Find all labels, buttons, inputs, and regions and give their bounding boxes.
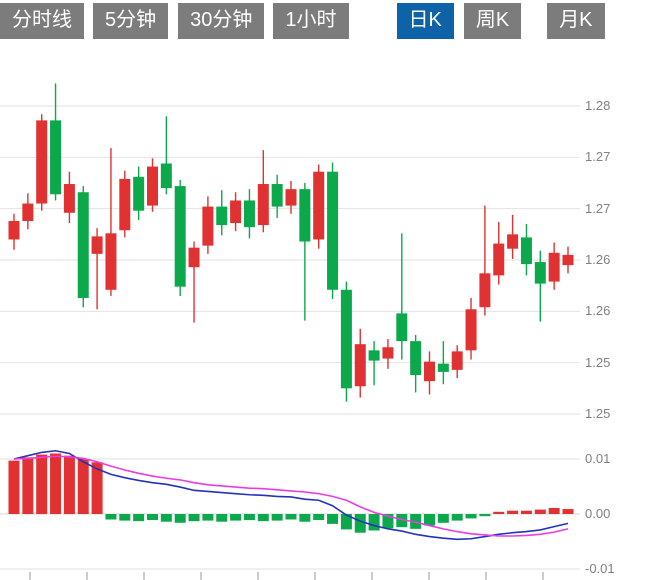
candlestick-chart[interactable] bbox=[0, 45, 649, 442]
tab-1hour[interactable]: 1小时 bbox=[273, 3, 349, 39]
tab-daily-k[interactable]: 日K bbox=[396, 3, 454, 39]
tab-monthly-k[interactable]: 月K bbox=[547, 3, 605, 39]
interval-tabbar: 分时线 5分钟 30分钟 1小时 日K 周K 月K bbox=[0, 3, 605, 39]
macd-indicator-chart[interactable] bbox=[0, 442, 649, 580]
tab-30min[interactable]: 30分钟 bbox=[178, 3, 265, 39]
tab-weekly-k[interactable]: 周K bbox=[463, 3, 522, 39]
tab-5min[interactable]: 5分钟 bbox=[93, 3, 169, 39]
tab-timeline[interactable]: 分时线 bbox=[0, 3, 84, 39]
